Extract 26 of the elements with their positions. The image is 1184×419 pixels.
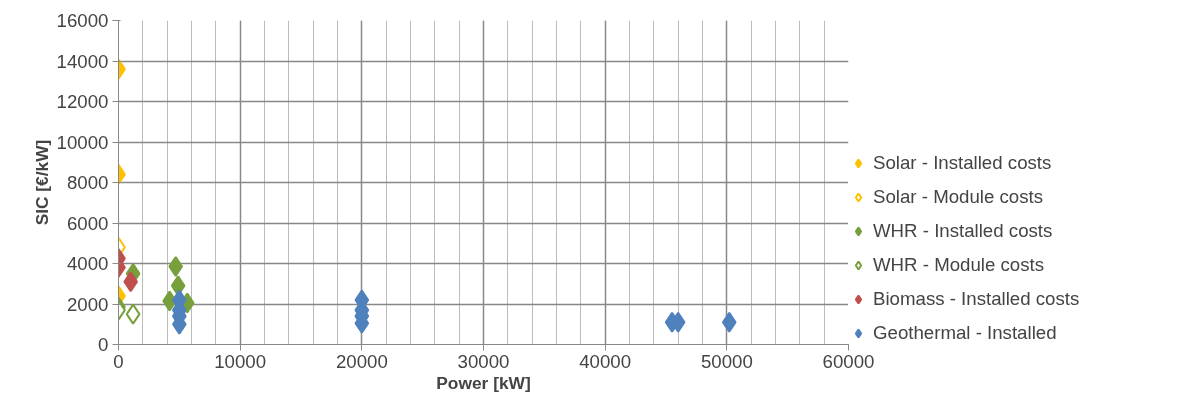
x-axis-title: Power [kW] [436, 372, 531, 393]
point [721, 311, 737, 333]
x-tick-label: 30000 [457, 350, 510, 372]
x-tick-label: 20000 [335, 350, 388, 372]
legend-label: Solar - Installed costs [873, 152, 1052, 174]
x-tick-label: 0 [113, 350, 124, 372]
x-tick-label: 10000 [214, 350, 267, 372]
y-tick-label: 2000 [67, 293, 109, 315]
y-tick-label: 6000 [67, 212, 109, 234]
x-tick-label: 40000 [579, 350, 632, 372]
y-tick-label: 8000 [67, 172, 109, 193]
y-tick-label: 12000 [56, 91, 109, 112]
x-tick-label: 60000 [822, 350, 875, 372]
legend-label: Geothermal - Installed [873, 322, 1057, 344]
legend-label: Solar - Module costs [873, 186, 1044, 208]
x-tick-label: 50000 [700, 350, 753, 372]
legend-label: Biomass - Installed costs [873, 288, 1080, 310]
y-axis-title: SIC [€/kW] [31, 139, 52, 226]
legend-label: WHR - Installed costs [873, 220, 1053, 242]
legend-label: WHR - Module costs [873, 254, 1045, 276]
y-tick-label: 16000 [56, 10, 109, 31]
y-tick-label: 4000 [67, 253, 109, 274]
y-tick-label: 0 [98, 334, 109, 355]
point [168, 256, 184, 278]
y-tick-label: 14000 [56, 50, 109, 72]
y-tick-label: 10000 [56, 131, 109, 153]
